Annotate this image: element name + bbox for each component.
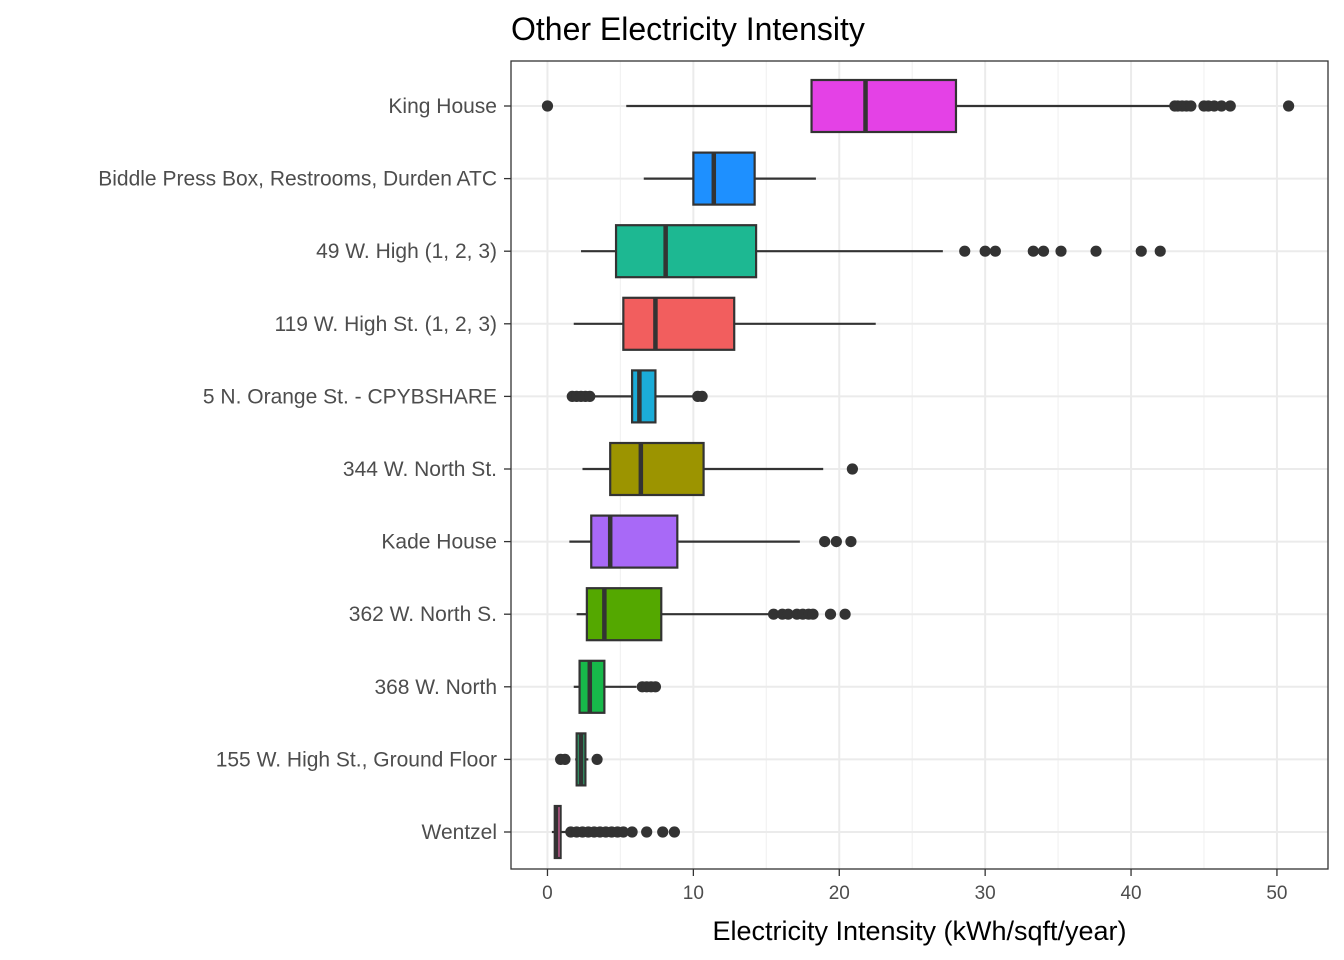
category-label: 155 W. High St., Ground Floor	[216, 748, 497, 771]
outlier-point	[696, 390, 708, 402]
x-tick-label: 50	[1266, 883, 1287, 904]
outlier-point	[649, 681, 662, 693]
box	[609, 441, 705, 497]
outlier-point	[830, 536, 842, 548]
outlier-point	[807, 608, 819, 620]
outlier-point	[979, 245, 991, 257]
x-axis-title: Electricity Intensity (kWh/sqft/year)	[712, 916, 1126, 946]
outlier-point	[1055, 245, 1067, 257]
box-group	[569, 514, 857, 569]
outlier-point	[1135, 245, 1147, 257]
box-group	[551, 804, 681, 860]
box-group	[566, 369, 708, 424]
boxes	[541, 78, 1295, 860]
outlier-point	[1185, 100, 1197, 112]
box	[590, 514, 679, 569]
outlier-point	[1090, 245, 1102, 257]
x-tick-label: 20	[829, 883, 850, 904]
category-label: 49 W. High (1, 2, 3)	[316, 240, 497, 263]
outlier-point	[959, 245, 971, 257]
box-group	[555, 732, 603, 787]
grid-lines	[511, 61, 1328, 869]
x-tick-label: 30	[975, 883, 996, 904]
outlier-point	[1215, 100, 1228, 112]
outlier-point	[989, 245, 1001, 257]
x-tick-label: 0	[542, 883, 553, 904]
outlier-point	[617, 826, 629, 838]
category-label: Wentzel	[422, 821, 497, 844]
x-tick-label: 10	[683, 883, 704, 904]
outlier-point	[845, 536, 857, 548]
panel-border	[510, 60, 1329, 870]
outlier-point	[782, 608, 794, 620]
box	[585, 587, 663, 642]
category-label: 5 N. Orange St. - CPYBSHARE	[203, 385, 497, 408]
outlier-point	[1027, 245, 1039, 257]
category-label: King House	[388, 95, 497, 118]
outlier-point	[1154, 245, 1166, 257]
outlier-point	[626, 826, 638, 838]
box-group	[541, 78, 1295, 134]
outlier-point	[819, 536, 831, 548]
outlier-point	[846, 463, 858, 475]
y-axis: King House Biddle Press Box, Restrooms, D…	[98, 95, 511, 844]
x-axis: 0 10 20 30 40 50	[542, 869, 1288, 904]
outlier-point	[1283, 100, 1295, 112]
x-tick-label: 40	[1120, 883, 1141, 904]
category-label: 344 W. North St.	[343, 458, 497, 481]
box	[614, 224, 758, 279]
outlier-point	[839, 608, 851, 620]
outlier-point	[591, 753, 603, 766]
box	[692, 151, 756, 206]
outlier-point	[584, 390, 596, 402]
box-group	[581, 224, 1166, 279]
category-label: 119 W. High St. (1, 2, 3)	[274, 313, 497, 336]
category-label: 362 W. North S.	[349, 603, 497, 626]
box	[622, 296, 736, 351]
outlier-point	[824, 608, 837, 620]
outlier-point	[641, 826, 653, 838]
outlier-point	[668, 826, 681, 838]
box-group	[582, 441, 858, 497]
outlier-point	[1037, 245, 1050, 257]
box-group	[573, 659, 662, 714]
box-group	[643, 151, 816, 206]
category-label: Biddle Press Box, Restrooms, Durden ATC	[98, 168, 497, 191]
box-group	[576, 587, 851, 642]
box	[810, 78, 958, 134]
outlier-point	[768, 608, 780, 620]
outlier-point	[657, 826, 669, 838]
outlier-point	[541, 100, 554, 112]
box-group	[573, 296, 876, 351]
category-label: Kade House	[381, 531, 497, 554]
outlier-point	[559, 753, 571, 766]
box	[630, 369, 657, 424]
chart-title: Other Electricity Intensity	[511, 11, 865, 47]
category-label: 368 W. North	[374, 676, 497, 699]
outlier-point	[1224, 100, 1236, 112]
